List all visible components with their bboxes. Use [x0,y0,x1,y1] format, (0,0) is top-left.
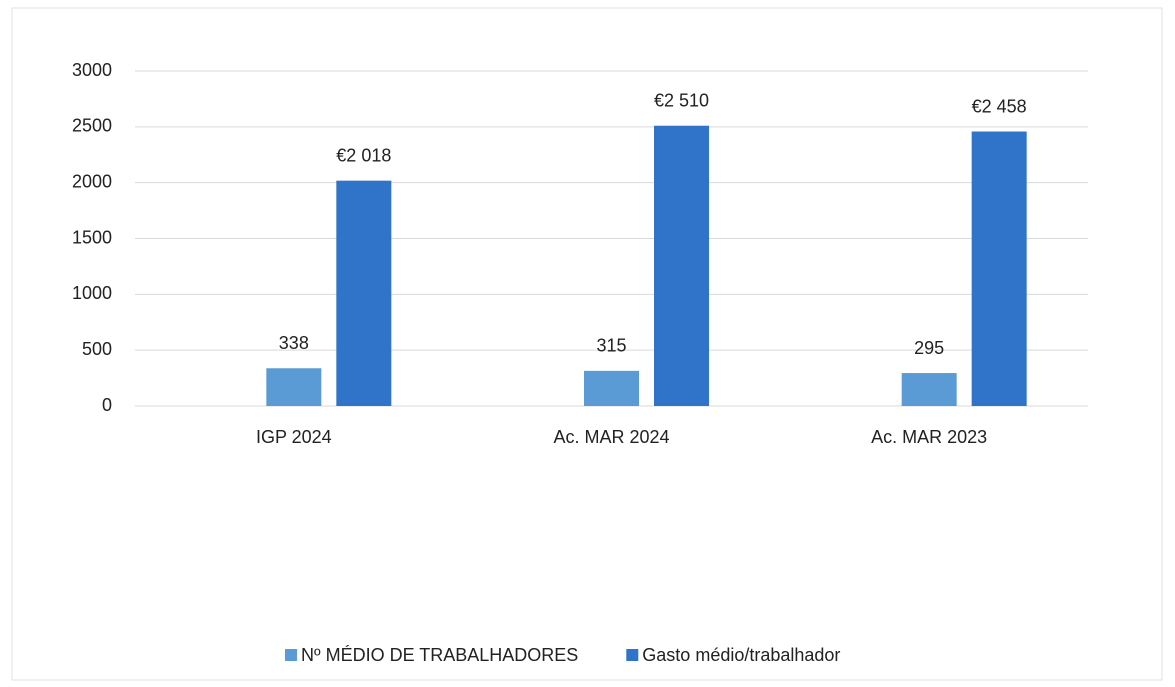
data-label: €2 458 [972,96,1027,116]
bar [654,125,709,406]
data-label: €2 018 [336,145,391,165]
legend-label: Gasto médio/trabalhador [642,645,840,665]
legend-swatch [626,649,639,661]
bar [971,131,1027,407]
x-tick-label: Ac. MAR 2024 [553,427,669,447]
chart-frame [11,7,1163,681]
y-tick-label: 0 [102,395,112,415]
y-tick-label: 1000 [72,283,112,303]
legend-label: Nº MÉDIO DE TRABALHADORES [301,645,578,665]
data-label: €2 510 [654,90,709,110]
y-tick-label: 2000 [72,171,112,191]
bar [266,368,322,406]
bar [584,370,639,406]
y-tick-label: 500 [82,339,112,359]
data-label: 338 [279,333,309,353]
y-tick-label: 2500 [72,116,112,136]
x-tick-label: IGP 2024 [256,427,332,447]
y-tick-label: 1500 [72,227,112,247]
legend-swatch [285,649,297,661]
bar [336,180,392,406]
x-tick-label: Ac. MAR 2023 [871,427,987,447]
data-label: 315 [596,336,626,356]
data-label: 295 [914,338,944,358]
bar [901,373,957,406]
y-tick-label: 3000 [72,60,112,80]
